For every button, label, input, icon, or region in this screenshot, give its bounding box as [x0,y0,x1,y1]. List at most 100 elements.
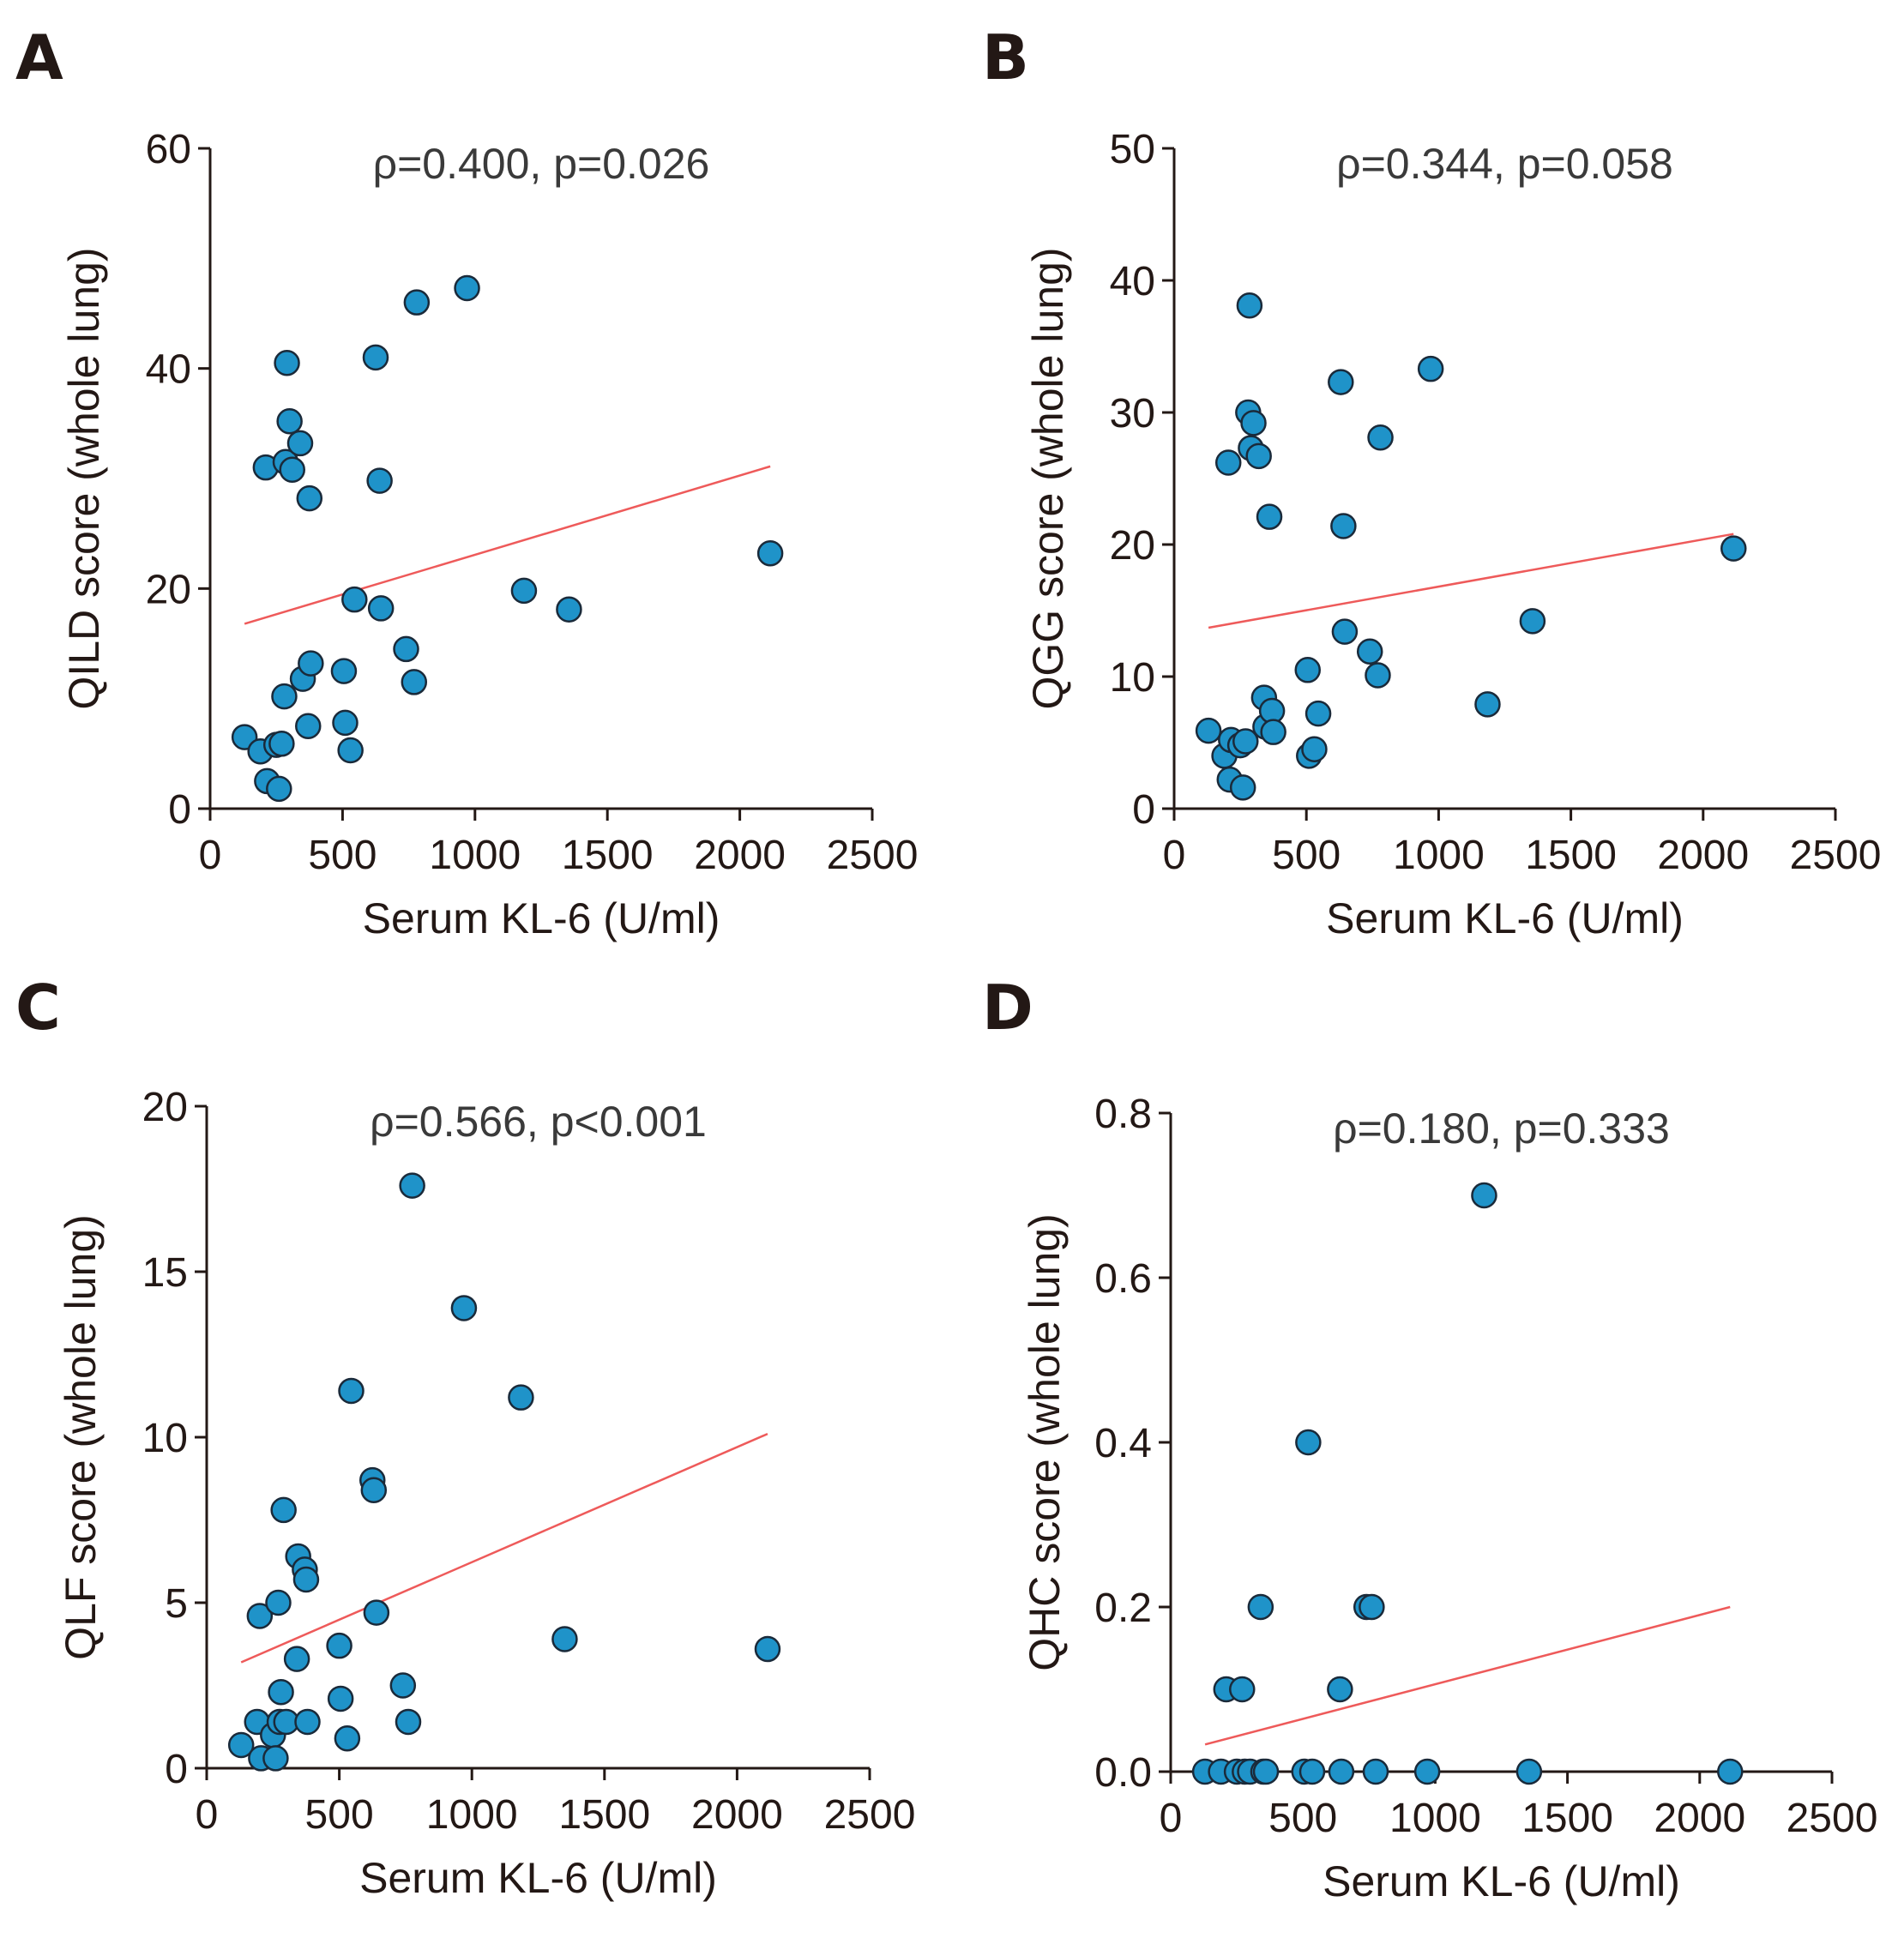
panel-b-y-tick-label: 30 [1110,391,1155,436]
panel-d-data-point [1362,1758,1389,1785]
panel-a-data-point [332,709,359,737]
panel-a-x-tick-label: 1500 [562,833,654,878]
panel-d-y-tick-label: 0.2 [1094,1586,1152,1631]
panel-c-data-point [360,1477,388,1504]
panel-a-data-point [403,289,431,316]
panel-a-data-point [295,713,322,739]
panel-a: 0 20 40 60 0 500 1000 1500 2000 2500 Serum KL-6 (U… [60,127,918,942]
panel-c: 0 5 10 15 20 0 500 1000 1500 2000 2500 Serum KL-6 (… [57,1085,915,1902]
panel-b-data-point [1417,355,1444,382]
panel-c-y-tick-label: 10 [142,1416,188,1461]
panel-a-regression-line [244,465,771,625]
panel-a-data-point [366,467,393,494]
panel-b-x-tick-label: 0 [1163,833,1186,878]
panel-b-data-point [1365,662,1391,689]
panel-a-data-point [296,484,323,512]
panel-a-x-tick-label: 2500 [827,833,919,878]
panel-d-data-point [1247,1593,1274,1621]
panel-a-y-axis-title: QILD score (whole lung) [60,247,108,709]
panel-d: 0.0 0.2 0.4 0.6 0.8 0 500 1000 1500 2000 2500 Serum… [1021,1092,1877,1905]
panel-a-y-tick-label: 20 [146,567,191,612]
panel-b-data-point [1331,618,1359,645]
panel-b-data-point [1256,503,1283,530]
panel-c-data-point [389,1672,417,1699]
panel-c-x-tick-label: 2500 [824,1792,916,1838]
panel-b-data-point [1304,700,1332,727]
panel-c-data-point [338,1377,365,1405]
panel-c-y-tick-label: 5 [165,1581,188,1627]
panel-letter-b: B [982,21,1029,93]
panel-b-x-tick-label: 1500 [1525,833,1617,878]
panel-b-regression-line [1208,533,1734,629]
panel-c-data-point [292,1566,320,1593]
panel-a-x-tick-label: 0 [199,833,222,878]
panel-b-data-point [1367,424,1394,451]
panel-a-data-point [298,650,324,677]
panel-d-x-tick-label: 2000 [1654,1796,1745,1841]
panel-c-y-tick-label: 0 [165,1747,188,1792]
panel-b-data-point [1356,638,1383,665]
panel-d-y-tick-label: 0.0 [1094,1750,1152,1796]
panel-c-data-point [363,1599,390,1626]
panel-a-data-point [279,456,305,483]
panel-d-x-tick-label: 0 [1160,1796,1183,1841]
panel-d-data-point [1298,1758,1326,1785]
panel-a-data-point [266,775,292,803]
panel-c-correlation-annotation: ρ=0.566, p<0.001 [370,1098,707,1146]
panel-b-y-tick-label: 50 [1110,127,1155,172]
panel-d-x-tick-label: 1500 [1521,1796,1613,1841]
panel-b-data-point [1474,691,1501,718]
panel-c-data-point [270,1496,297,1524]
panel-c-y-tick-label: 20 [142,1085,188,1130]
panel-c-x-tick-label: 1000 [426,1792,518,1838]
panel-a-data-point [454,274,480,302]
panel-b-data-point [1720,535,1747,562]
panel-b-correlation-annotation: ρ=0.344, p=0.058 [1336,140,1673,188]
panel-b-x-tick-label: 2000 [1657,833,1749,878]
panel-a-data-point [362,344,389,371]
panel-a-data-point [341,586,368,613]
panel-b-data-point [1260,719,1286,745]
panel-d-y-tick-label: 0.4 [1094,1421,1152,1466]
panel-c-x-axis-title: Serum KL-6 (U/ml) [359,1854,717,1902]
panel-d-data-point [1471,1182,1497,1209]
panel-d-x-tick-label: 500 [1268,1796,1337,1841]
panel-b-data-point [1294,657,1321,683]
panel-b-data-point [1240,410,1267,436]
panel-b-data-point [1519,608,1546,635]
panel-b-data-point [1301,736,1328,762]
panel-b-x-axis-title: Serum KL-6 (U/ml) [1326,894,1684,942]
panel-c-x-tick-label: 1500 [558,1792,650,1838]
panel-d-data-point [1327,1676,1353,1703]
panel-c-data-point [508,1384,534,1411]
panel-c-data-point [265,1589,292,1616]
panel-d-data-point [1717,1758,1744,1785]
panel-a-data-point [337,737,364,764]
panel-a-data-point [510,577,538,605]
panel-d-data-point [1328,1758,1355,1785]
panel-c-data-point [754,1635,781,1663]
panel-a-data-point [268,731,295,757]
panel-c-data-point [326,1632,352,1659]
panel-b-data-point [1195,717,1222,744]
panel-a-x-tick-label: 1000 [429,833,521,878]
panel-a-data-point [330,658,358,684]
panel-d-data-point [1252,1758,1280,1785]
panel-c-data-point [283,1646,310,1672]
panel-c-y-tick-label: 15 [142,1250,188,1296]
panel-d-data-point [1515,1758,1543,1785]
panel-b-x-tick-label: 1000 [1393,833,1485,878]
panel-d-data-point [1295,1429,1322,1456]
panel-b-data-point [1330,513,1357,539]
panel-d-x-tick-label: 2500 [1787,1796,1878,1841]
panel-c-regression-line [240,1432,768,1664]
panel-a-data-point [276,408,303,435]
panel-c-data-point [450,1295,478,1321]
panel-letter-a: A [15,21,63,93]
panel-b-y-tick-label: 20 [1110,523,1155,569]
panel-a-data-point [393,635,419,663]
panel-c-data-point [262,1745,289,1772]
panel-c-x-tick-label: 500 [305,1792,374,1838]
